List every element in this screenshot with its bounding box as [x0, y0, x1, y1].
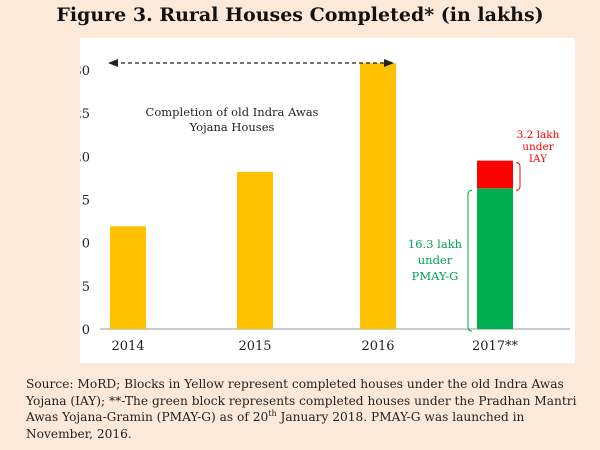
y-tick-label: 0 [82, 323, 90, 338]
y-tick-label: 15 [80, 194, 90, 209]
x-tick-label: 2014 [111, 339, 144, 354]
iay-2017-label: under [522, 141, 554, 153]
iay-2017-label: 3.2 lakh [517, 129, 560, 141]
y-tick-label: 10 [80, 237, 90, 252]
x-tick-label: 2015 [238, 339, 271, 354]
x-tick-label: 2017** [472, 339, 519, 354]
bar-2017-iay-segment [477, 160, 513, 189]
pmayg-2017-label: PMAY-G [412, 269, 459, 283]
iay-annotation-line1: Completion of old Indra Awas [146, 105, 319, 119]
y-tick-label: 30 [80, 64, 90, 79]
bar-iay-2014 [110, 226, 146, 329]
y-tick-label: 5 [82, 280, 90, 295]
source-note: Source: MoRD; Blocks in Yellow represent… [26, 376, 586, 442]
plot-area: 0 5 10 15 20 25 30 2014 2015 2016 2017** Completion… [80, 38, 575, 363]
chart-title: Figure 3. Rural Houses Completed* (in la… [56, 4, 544, 26]
iay-bracket [515, 162, 521, 191]
source-superscript: th [268, 408, 277, 418]
iay-span-arrow-right-head [384, 59, 394, 67]
pmayg-bracket [467, 189, 473, 332]
iay-2017-label: IAY [529, 153, 548, 165]
x-tick-label: 2016 [361, 339, 394, 354]
y-tick-label: 25 [80, 107, 90, 122]
iay-span-arrow-left-head [108, 59, 118, 67]
bar-iay-2015 [237, 171, 273, 329]
iay-annotation-line2: Yojana Houses [189, 120, 275, 134]
y-tick-label: 20 [80, 150, 90, 165]
pmayg-2017-label: 16.3 lakh [408, 237, 463, 251]
source-text-part1: Source: MoRD; Blocks in Yellow represent… [26, 377, 577, 424]
pmayg-2017-label: under [418, 253, 453, 267]
bar-2017-pmayg-segment [477, 188, 513, 329]
source-text-part2: January 2018. PMAY-G was launched in Nov… [26, 410, 525, 441]
bar-iay-2016 [360, 63, 396, 330]
bar-chart: 0 5 10 15 20 25 30 2014 2015 2016 2017** Completion… [80, 59, 570, 354]
